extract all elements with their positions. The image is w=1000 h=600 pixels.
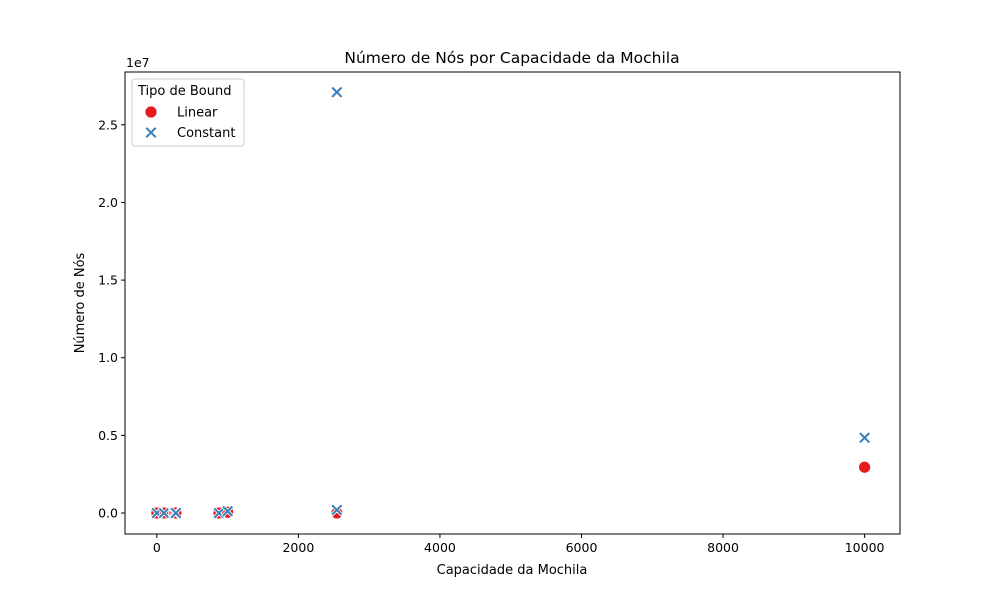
y-tick-label: 0.5 xyxy=(98,428,118,443)
x-tick-label: 6000 xyxy=(566,540,598,555)
series-linear xyxy=(150,460,872,520)
legend-label-linear: Linear xyxy=(177,106,218,121)
y-tick-label: 1.5 xyxy=(98,273,118,288)
x-tick-label: 2000 xyxy=(282,540,314,555)
x-axis-ticks: 0 2000 4000 6000 8000 10000 xyxy=(153,534,885,555)
legend-marker-constant xyxy=(144,125,158,140)
data-point-constant xyxy=(330,503,344,517)
y-tick-label: 2.0 xyxy=(98,195,118,210)
data-point-linear xyxy=(330,506,344,520)
x-axis-label: Capacidade da Mochila xyxy=(437,563,588,578)
plot-frame xyxy=(124,71,901,535)
y-tick-label: 2.5 xyxy=(98,117,118,132)
data-point-constant xyxy=(169,506,183,520)
plot-area xyxy=(150,85,872,520)
legend-box xyxy=(131,78,245,147)
data-point-constant xyxy=(221,504,235,518)
x-tick-label: 4000 xyxy=(424,540,456,555)
legend-items: Linear Constant xyxy=(144,105,235,141)
y-tick-label: 0.0 xyxy=(98,506,118,521)
x-tick-label: 8000 xyxy=(707,540,739,555)
y-tick-label: 1.0 xyxy=(98,350,118,365)
y-axis-label: Número de Nós xyxy=(73,252,88,353)
chart-title: Número de Nós por Capacidade da Mochila xyxy=(344,49,679,67)
legend-title: Tipo de Bound xyxy=(137,84,231,99)
x-tick-label: 10000 xyxy=(845,540,885,555)
data-point-constant xyxy=(858,431,872,445)
data-point-constant xyxy=(330,85,344,99)
x-tick-label: 0 xyxy=(153,540,161,555)
y-axis-ticks: 0.0 0.5 1.0 1.5 2.0 2.5 xyxy=(98,117,125,521)
legend-label-constant: Constant xyxy=(177,126,235,141)
y-axis-offset-text: 1e7 xyxy=(126,55,150,70)
legend: Tipo de Bound Linear Constant xyxy=(131,78,245,147)
data-point-linear xyxy=(858,460,872,474)
series-constant xyxy=(150,85,872,520)
legend-marker-linear xyxy=(144,105,158,119)
